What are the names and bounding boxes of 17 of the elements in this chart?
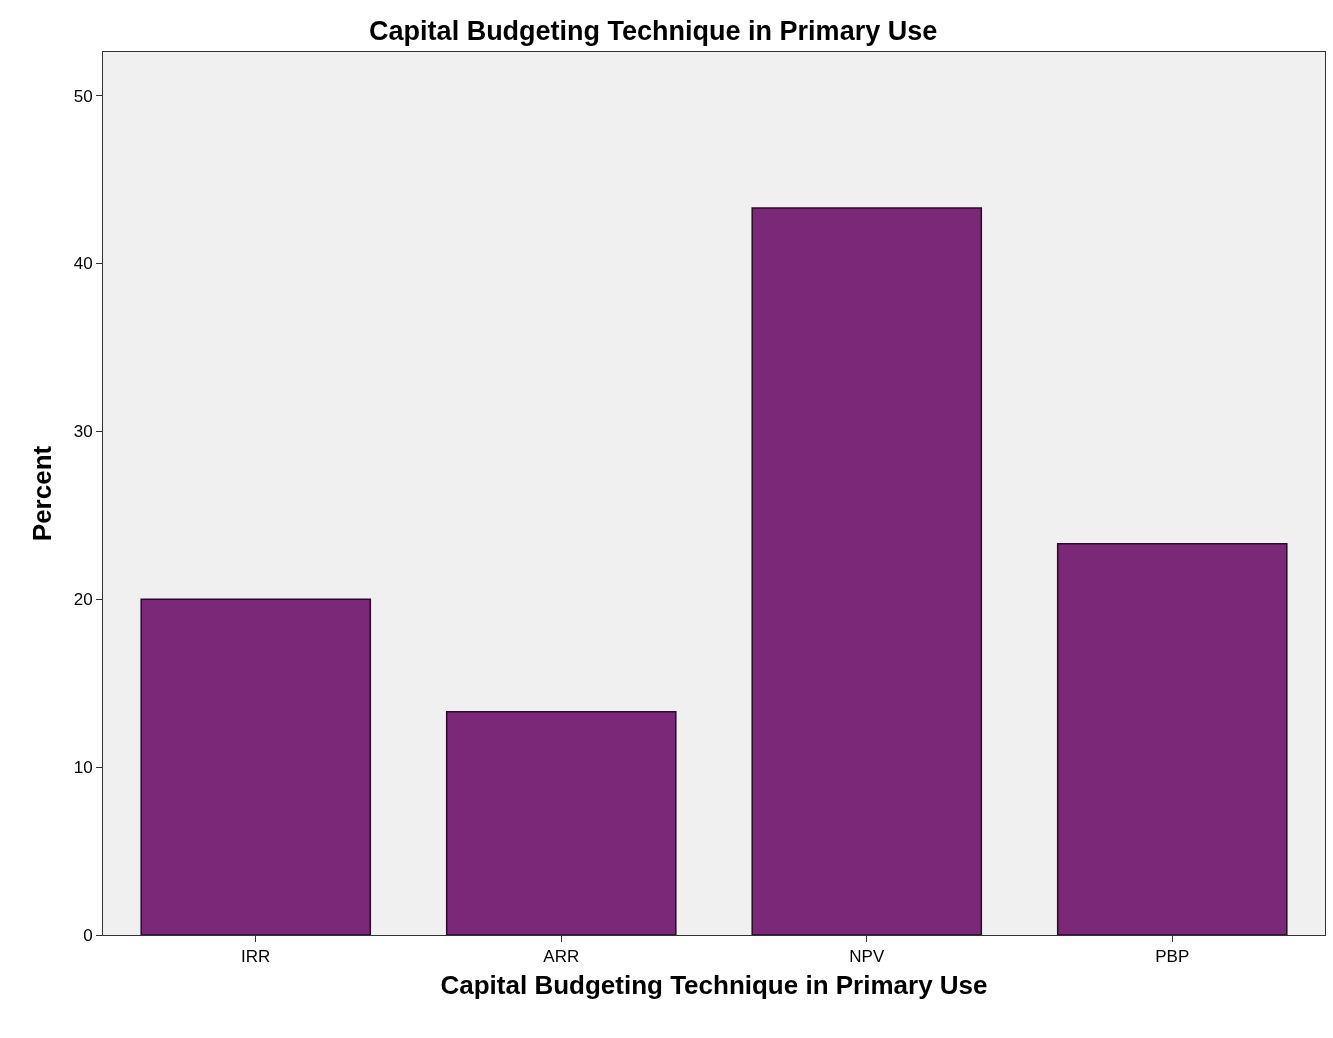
bar [445, 710, 677, 935]
x-tick-label: NPV [849, 947, 885, 967]
x-tick-label: IRR [241, 947, 271, 967]
y-tick-label: 50 [73, 86, 93, 106]
bar [751, 207, 983, 935]
y-axis-title: Percent [27, 445, 58, 542]
x-tick-label: PBP [1155, 947, 1190, 967]
y-tick-label: 20 [73, 590, 93, 610]
y-tick-label: 0 [83, 925, 93, 945]
bar [1056, 543, 1288, 935]
x-tick-label: ARR [543, 947, 580, 967]
y-tick-label: 40 [73, 254, 93, 274]
chart-title: Capital Budgeting Technique in Primary Use [369, 15, 938, 46]
bar [140, 598, 372, 935]
y-tick-label: 10 [73, 758, 93, 778]
x-axis-title: Capital Budgeting Technique in Primary Use [440, 970, 988, 1001]
y-tick-label: 30 [73, 422, 93, 442]
